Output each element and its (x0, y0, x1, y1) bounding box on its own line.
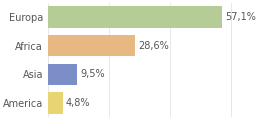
Text: 28,6%: 28,6% (138, 41, 169, 51)
Bar (48, 92, 62, 114)
Bar (48, 35, 135, 56)
Text: 57,1%: 57,1% (226, 12, 256, 22)
Bar (48, 64, 77, 85)
Text: 4,8%: 4,8% (66, 98, 90, 108)
Bar (48, 6, 223, 28)
Text: 9,5%: 9,5% (80, 69, 105, 79)
